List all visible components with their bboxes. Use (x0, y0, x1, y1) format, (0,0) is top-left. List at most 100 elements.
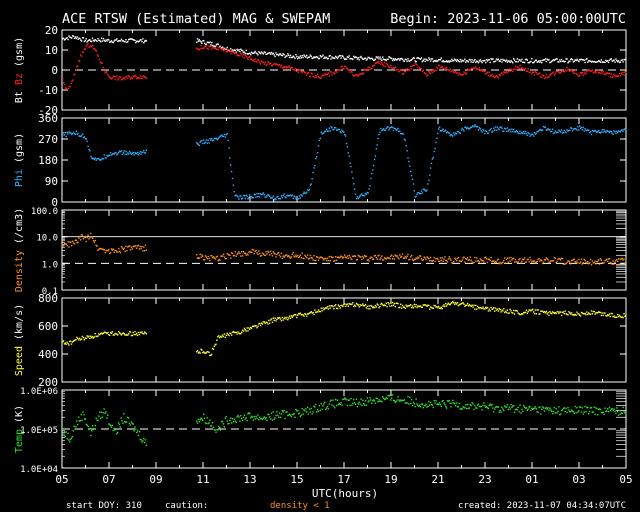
data-point (530, 60, 532, 63)
data-point (604, 61, 606, 63)
data-point (576, 260, 578, 262)
data-point (402, 399, 405, 402)
data-point (459, 408, 461, 410)
data-point (207, 41, 209, 44)
data-point (462, 73, 464, 76)
data-point (66, 131, 68, 134)
data-point (135, 245, 137, 247)
data-point (321, 256, 323, 259)
data-point (522, 132, 524, 134)
data-point (585, 314, 587, 316)
data-point (610, 262, 612, 264)
data-point (470, 305, 472, 307)
data-point (329, 260, 331, 262)
data-point (535, 59, 537, 61)
data-point (318, 257, 321, 259)
data-point (535, 261, 537, 263)
data-point (554, 312, 556, 314)
data-point (397, 302, 399, 305)
data-point (235, 194, 237, 196)
data-point (466, 127, 468, 130)
data-point (512, 70, 514, 73)
data-point (75, 239, 77, 241)
data-point (285, 65, 287, 68)
data-point (604, 72, 606, 75)
data-point (307, 258, 310, 260)
data-point (107, 250, 109, 252)
data-point (379, 258, 381, 260)
data-point (403, 306, 406, 308)
data-point (268, 413, 270, 416)
data-point (598, 311, 600, 313)
data-point (470, 67, 472, 70)
data-point (80, 55, 83, 57)
data-point (81, 37, 84, 39)
data-point (125, 150, 127, 153)
data-point (219, 429, 222, 431)
data-point (345, 399, 348, 401)
data-point (84, 236, 86, 239)
data-point (477, 307, 480, 309)
data-point (136, 77, 138, 80)
data-point (72, 430, 74, 432)
data-point (375, 148, 377, 150)
data-point (241, 53, 243, 55)
data-point (361, 193, 363, 195)
data-point (590, 407, 593, 409)
data-point (438, 260, 440, 262)
data-point (586, 70, 588, 73)
data-point (241, 419, 244, 422)
data-point (393, 258, 396, 260)
data-point (448, 69, 450, 71)
data-point (340, 66, 342, 68)
data-point (116, 38, 118, 40)
data-point (390, 399, 392, 401)
data-point (209, 41, 211, 43)
data-point (222, 253, 225, 255)
data-point (276, 253, 278, 256)
data-point (209, 419, 211, 421)
data-point (255, 196, 257, 198)
data-point (445, 405, 447, 408)
data-point (240, 255, 242, 257)
data-point (102, 66, 104, 69)
data-point (340, 57, 342, 59)
x-tick-label: 03 (572, 473, 585, 486)
data-point (85, 423, 88, 426)
data-point (114, 78, 116, 81)
data-point (144, 76, 146, 78)
data-point (79, 135, 81, 137)
data-point (520, 262, 522, 264)
data-point (299, 415, 302, 418)
data-point (414, 196, 416, 198)
data-point (112, 248, 114, 250)
data-point (450, 60, 452, 62)
data-point (541, 129, 544, 131)
data-point (565, 313, 567, 315)
data-point (557, 410, 559, 413)
data-point (458, 304, 461, 306)
data-point (249, 52, 251, 54)
data-point (588, 312, 590, 314)
data-point (310, 311, 312, 313)
data-point (259, 322, 261, 325)
data-point (200, 348, 202, 350)
data-point (499, 261, 501, 264)
data-point (395, 400, 397, 403)
data-point (484, 70, 486, 73)
x-tick-label: 09 (149, 473, 162, 486)
data-point (608, 72, 611, 75)
data-point (613, 315, 615, 317)
data-point (608, 59, 611, 61)
data-point (619, 258, 622, 261)
data-point (461, 408, 463, 410)
data-point (247, 58, 249, 61)
data-point (280, 320, 283, 322)
data-point (218, 258, 220, 261)
data-point (532, 61, 535, 64)
data-point (439, 257, 442, 259)
data-point (443, 61, 445, 63)
data-point (124, 41, 126, 43)
data-point (265, 321, 267, 323)
data-point (94, 49, 97, 51)
